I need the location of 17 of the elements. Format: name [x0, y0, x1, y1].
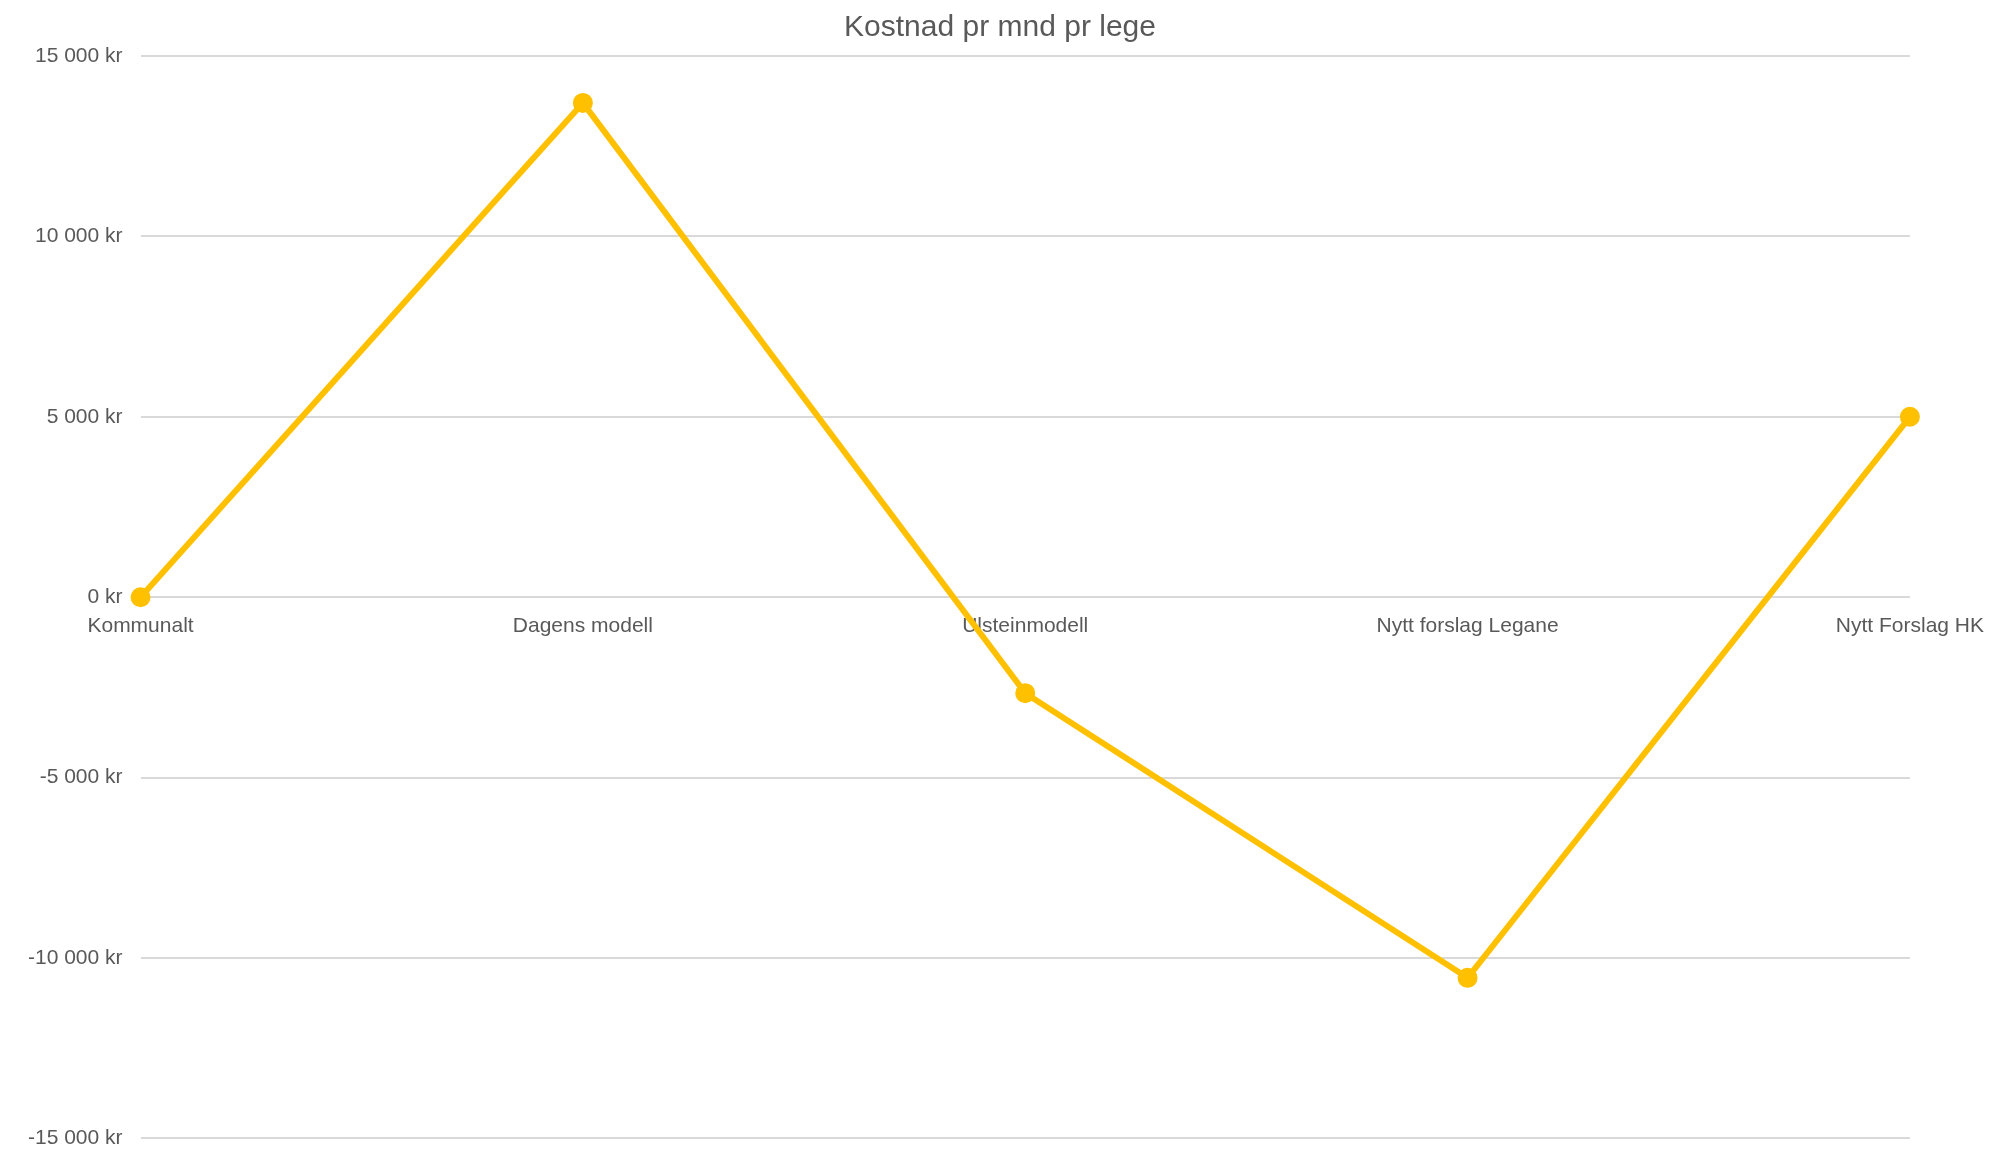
- x-tick-label: Nytt forslag Legane: [1376, 612, 1559, 636]
- y-tick-label: 15 000 kr: [34, 42, 123, 66]
- point: [130, 587, 151, 608]
- point: [572, 92, 593, 113]
- y-tick-label: -10 000 kr: [27, 944, 123, 968]
- y-tick-label: 0 kr: [87, 584, 123, 607]
- x-tick-label: Dagens modell: [512, 612, 653, 636]
- x-tick-label: Kommunalt: [87, 612, 194, 636]
- y-tick-label: -5 000 kr: [39, 764, 123, 788]
- y-tick-label: 10 000 kr: [34, 223, 123, 247]
- point: [1457, 967, 1478, 988]
- y-tick-label: 5 000 kr: [46, 403, 123, 427]
- chart-title: Kostnad pr mnd pr lege: [844, 9, 1156, 43]
- point: [1899, 406, 1920, 427]
- x-tick-label: Nytt Forslag HK: [1835, 612, 1984, 636]
- point: [1015, 683, 1036, 704]
- y-tick-label: -15 000 kr: [27, 1125, 123, 1149]
